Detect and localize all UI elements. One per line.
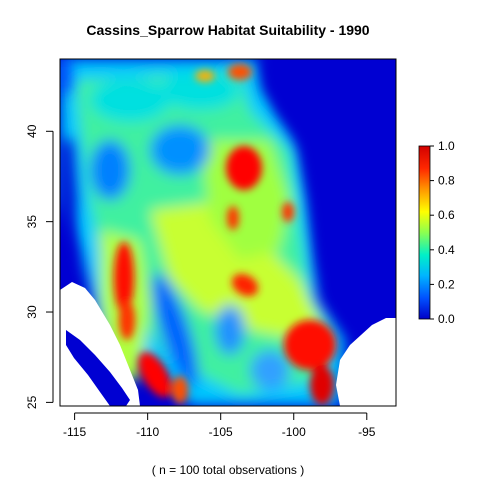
legend-tick-label: 0.4 bbox=[438, 243, 455, 257]
x-tick-label: -105 bbox=[209, 425, 233, 439]
y-tick-label: 35 bbox=[25, 215, 39, 229]
x-tick-label: -95 bbox=[358, 425, 376, 439]
legend-tick-label: 0.6 bbox=[438, 208, 455, 222]
legend-tick-label: 0.0 bbox=[438, 312, 455, 326]
legend-tick-label: 1.0 bbox=[438, 139, 455, 153]
heatmap-surface bbox=[60, 59, 396, 406]
legend-color-bar bbox=[418, 145, 431, 320]
color-legend: 0.0 0.2 0.4 0.6 0.8 1.0 bbox=[418, 139, 455, 326]
y-tick-label: 25 bbox=[25, 395, 39, 409]
x-tick-label: -110 bbox=[136, 425, 159, 439]
x-axis: -115 -110 -105 -100 -95 bbox=[63, 412, 376, 439]
legend-tick-label: 0.8 bbox=[438, 174, 455, 188]
plot-frame bbox=[59, 58, 397, 407]
y-tick-label: 40 bbox=[25, 124, 39, 138]
x-tick-label: -100 bbox=[282, 425, 306, 439]
y-axis: 25 30 35 40 bbox=[25, 124, 54, 409]
observation-count-caption: ( n = 100 total observations ) bbox=[152, 463, 304, 477]
y-tick-label: 30 bbox=[25, 305, 39, 319]
chart-title: Cassins_Sparrow Habitat Suitability - 19… bbox=[86, 22, 369, 38]
x-tick-label: -115 bbox=[63, 425, 86, 439]
legend-tick-label: 0.2 bbox=[438, 277, 455, 291]
